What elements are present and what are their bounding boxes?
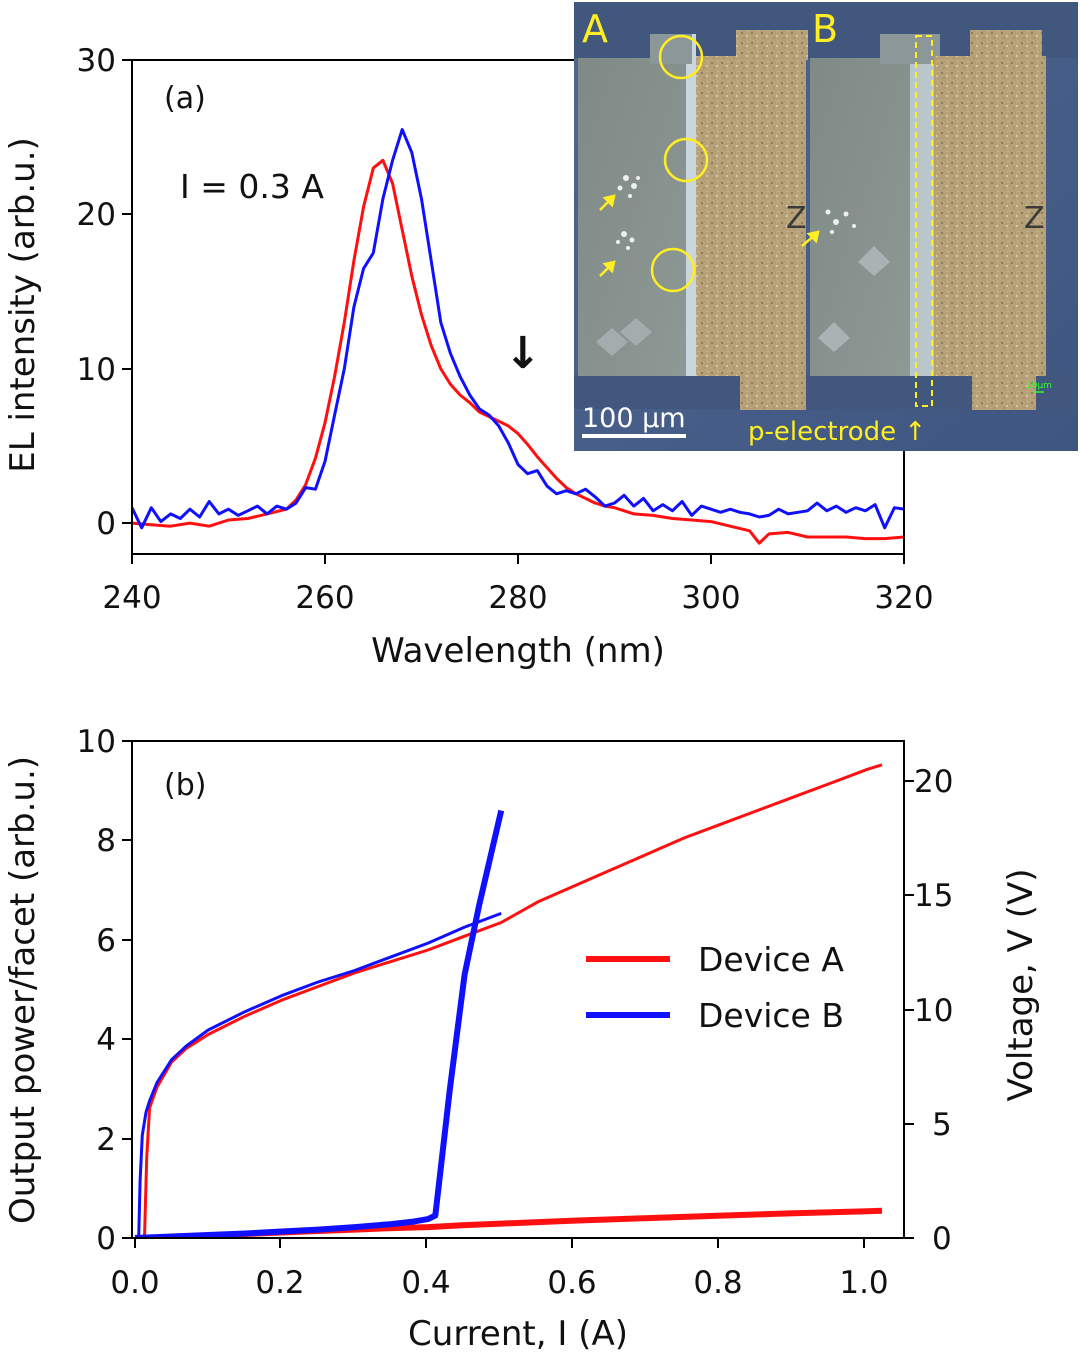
panel-a-xtick-label: 260 bbox=[295, 580, 354, 616]
panel-b-chart: 0 2 4 6 8 10 0 5 10 15 20 bbox=[3, 724, 1041, 1354]
scale-bar-label: 100 µm bbox=[582, 403, 686, 434]
panel-b-xtick-label: 0.2 bbox=[255, 1265, 304, 1301]
device-b-p-electrode-pad bbox=[934, 56, 1046, 376]
panel-b-x-ticks: 0.0 0.2 0.4 0.6 0.8 1.0 bbox=[110, 1238, 889, 1301]
panel-b-right-ytick-label: 20 bbox=[914, 764, 953, 800]
panel-b-left-ytick-label: 6 bbox=[96, 923, 116, 959]
panel-b-left-ytick-label: 2 bbox=[96, 1122, 116, 1158]
panel-b-right-y-ticks: 0 5 10 15 20 bbox=[904, 764, 953, 1257]
panel-a-ytick-label: 10 bbox=[77, 352, 116, 388]
panel-a-series-device-b-line bbox=[132, 128, 904, 530]
defect-circle bbox=[663, 137, 709, 183]
panel-a-y-axis-label: EL intensity (arb.u.) bbox=[3, 137, 43, 473]
panel-b-left-y-axis-label: Output power/facet (arb.u.) bbox=[3, 756, 43, 1224]
panel-b-right-ytick-label: 5 bbox=[932, 1107, 952, 1143]
panel-a-ytick-label: 0 bbox=[96, 506, 116, 542]
panel-b-left-ytick-label: 4 bbox=[96, 1022, 116, 1058]
panel-b-label: (b) bbox=[164, 768, 206, 803]
device-b-mesa bbox=[810, 58, 910, 376]
inset-etch-mark: Z bbox=[786, 201, 807, 236]
panel-a-x-ticks: 240 260 280 300 320 bbox=[102, 554, 934, 616]
device-b-p-electrode-outline bbox=[915, 35, 933, 407]
panel-a-xtick-label: 240 bbox=[102, 580, 161, 616]
legend-label-device-a: Device A bbox=[698, 940, 844, 979]
panel-b-left-y-ticks: 0 2 4 6 8 10 bbox=[77, 724, 132, 1257]
panel-b-xtick-label: 1.0 bbox=[839, 1265, 888, 1301]
inset-label-device-a: A bbox=[582, 7, 608, 51]
panel-a-xtick-label: 280 bbox=[488, 580, 547, 616]
debris-arrow-icon bbox=[599, 194, 820, 277]
panel-a-label: (a) bbox=[164, 81, 206, 116]
panel-a-shoulder-arrow: ↓ bbox=[504, 328, 541, 379]
legend-label-device-b: Device B bbox=[698, 996, 844, 1035]
panel-b-left-ytick-label: 8 bbox=[96, 823, 116, 859]
panel-a-x-axis-label: Wavelength (nm) bbox=[371, 631, 665, 671]
panel-a-y-ticks: 0 10 20 30 bbox=[77, 43, 132, 542]
panel-a-current-annotation: I = 0.3 A bbox=[180, 167, 324, 206]
panel-b-xtick-label: 0.4 bbox=[401, 1265, 450, 1301]
panel-a-xtick-label: 300 bbox=[681, 580, 740, 616]
panel-b-xtick-label: 0.0 bbox=[110, 1265, 159, 1301]
panel-b-legend: Device A Device B bbox=[586, 940, 844, 1035]
defect-circle bbox=[650, 247, 696, 293]
panel-b-device-b-voltage-line bbox=[137, 911, 502, 1238]
inset-debris bbox=[616, 175, 856, 250]
panel-a-ytick-label: 20 bbox=[77, 197, 116, 233]
panel-b-right-ytick-label: 15 bbox=[914, 878, 953, 914]
inset-label-device-b: B bbox=[812, 7, 838, 51]
panel-b-xtick-label: 0.8 bbox=[693, 1265, 742, 1301]
defect-circle bbox=[658, 34, 704, 80]
panel-b-axes-frame bbox=[131, 740, 905, 1239]
inset-etch-mark-b: Z bbox=[1024, 201, 1045, 236]
panel-a-xtick-label: 320 bbox=[874, 580, 933, 616]
inset-micrograph: A B Z Z 100 µm p-electrode ↑ 10µm bbox=[574, 2, 1078, 451]
panel-b-left-ytick-label: 0 bbox=[96, 1221, 116, 1257]
panel-b-x-axis-label: Current, I (A) bbox=[408, 1314, 628, 1354]
panel-b-left-ytick-label: 10 bbox=[77, 724, 116, 760]
mini-scale-label: 10µm bbox=[1026, 381, 1052, 391]
panel-a-ytick-label: 30 bbox=[77, 43, 116, 79]
panel-b-right-ytick-label: 10 bbox=[914, 993, 953, 1029]
device-a-p-electrode-pad bbox=[696, 56, 806, 376]
panel-b-right-y-axis-label: Voltage, V (V) bbox=[1001, 868, 1041, 1101]
p-electrode-label: p-electrode ↑ bbox=[748, 417, 926, 447]
panel-a-chart: 0 10 20 30 240 260 280 300 320 Wavelengt… bbox=[3, 43, 934, 671]
panel-b-device-b-power-line bbox=[134, 809, 505, 1238]
panel-b-device-a-voltage-line bbox=[143, 763, 883, 1238]
panel-b-right-ytick-label: 0 bbox=[932, 1221, 952, 1257]
panel-b-xtick-label: 0.6 bbox=[547, 1265, 596, 1301]
device-a-ridge bbox=[686, 34, 696, 376]
